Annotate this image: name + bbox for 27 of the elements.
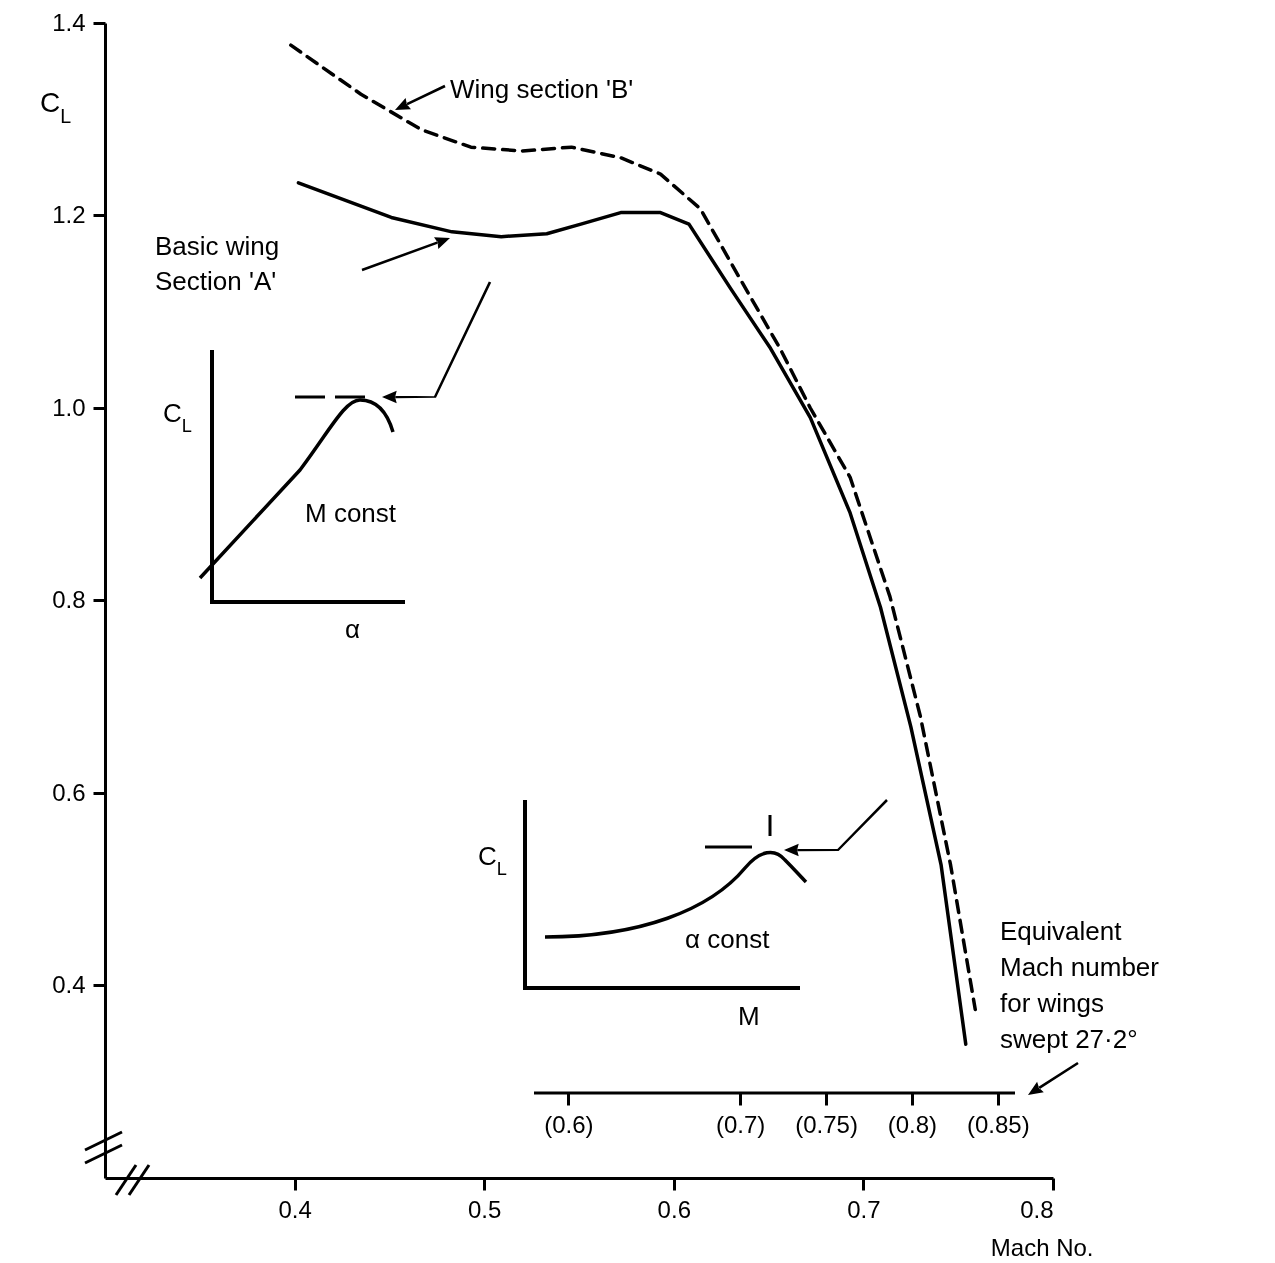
- y-tick-label: 0.6: [52, 778, 86, 806]
- y-tick-label: 0.4: [52, 971, 86, 998]
- x-tick-label: 0.5: [468, 1195, 502, 1223]
- y-tick-label: 1.0: [52, 393, 86, 421]
- annotation: α const: [685, 924, 771, 954]
- annotation: M: [738, 1001, 760, 1031]
- series-label: Basic wing Section 'A': [155, 231, 280, 296]
- y-axis-title: C$_{L}$: [40, 87, 72, 127]
- x2-axis-title: Equivalent Mach number for wings swept 27·2°: [1000, 916, 1160, 1054]
- x2-tick-label: (0.8): [887, 1110, 938, 1138]
- x2-tick-label: (0.6): [544, 1110, 594, 1138]
- annotation: C$_{L}$: [163, 398, 192, 436]
- x2-tick-label: (0.75): [795, 1110, 858, 1138]
- x2-tick-label: (0.7): [715, 1110, 766, 1138]
- annotation: C$_{L}$: [478, 841, 507, 879]
- y-tick-label: 0.8: [52, 586, 86, 613]
- y-tick-label: 1.4: [52, 8, 86, 36]
- annotation: M const: [305, 498, 397, 528]
- legend-label: Wing section 'B': [450, 74, 634, 104]
- x-tick-label: 0.4: [278, 1195, 312, 1223]
- y-tick-label: 1.2: [52, 201, 86, 228]
- x-axis-title: Mach No.: [990, 1233, 1094, 1261]
- x2-tick-label: (0.85): [966, 1110, 1030, 1138]
- x-tick-label: 0.6: [657, 1195, 691, 1223]
- x-tick-label: 0.7: [847, 1195, 881, 1223]
- x-tick-label: 0.8: [1020, 1195, 1054, 1223]
- annotation: α: [345, 614, 361, 644]
